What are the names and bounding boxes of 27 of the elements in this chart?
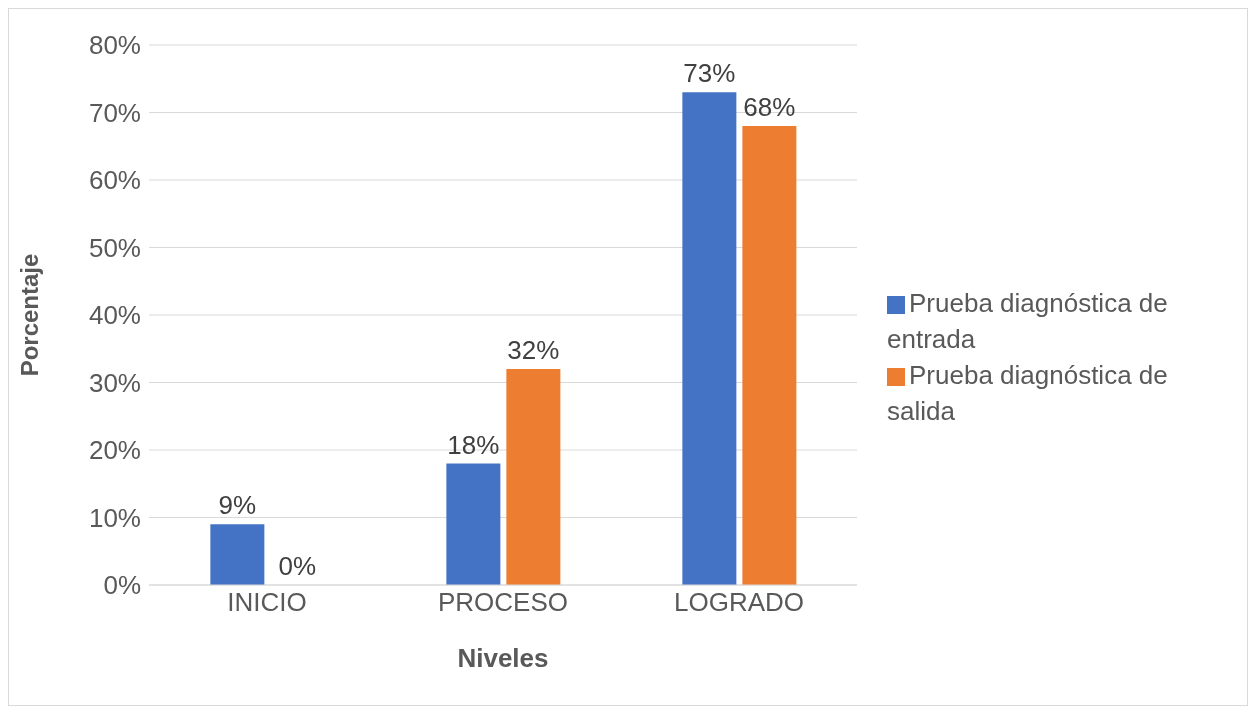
y-tick-label: 60% [88,165,141,196]
x-tick-label: LOGRADO [673,587,805,618]
y-tick-label: 30% [88,367,141,398]
bar [446,463,501,585]
y-tick-label: 50% [88,232,141,263]
data-label: 68% [743,92,796,122]
legend-label: Prueba diagnóstica de entrada [887,288,1168,354]
bar [682,92,737,585]
bar [210,524,265,585]
y-tick-label: 0% [103,570,141,601]
x-tick-label: INICIO [227,587,307,618]
y-tick-label: 10% [88,502,141,533]
data-label: 0% [278,550,317,581]
data-label: 18% [447,429,500,460]
y-axis-title: Porcentaje [15,253,43,377]
data-label: 73% [683,58,736,89]
bar [506,369,561,585]
y-tick-label: 70% [88,97,141,128]
y-tick-label: 20% [88,435,141,466]
y-tick-label: 80% [88,30,141,61]
legend-label: Prueba diagnóstica de salida [887,360,1168,426]
x-axis-title: Niveles [457,643,549,673]
x-tick-label: PROCESO [437,587,569,618]
y-tick-label: 40% [88,300,141,331]
data-label: 9% [218,490,257,521]
bar [742,126,797,585]
data-label: 32% [507,335,560,365]
